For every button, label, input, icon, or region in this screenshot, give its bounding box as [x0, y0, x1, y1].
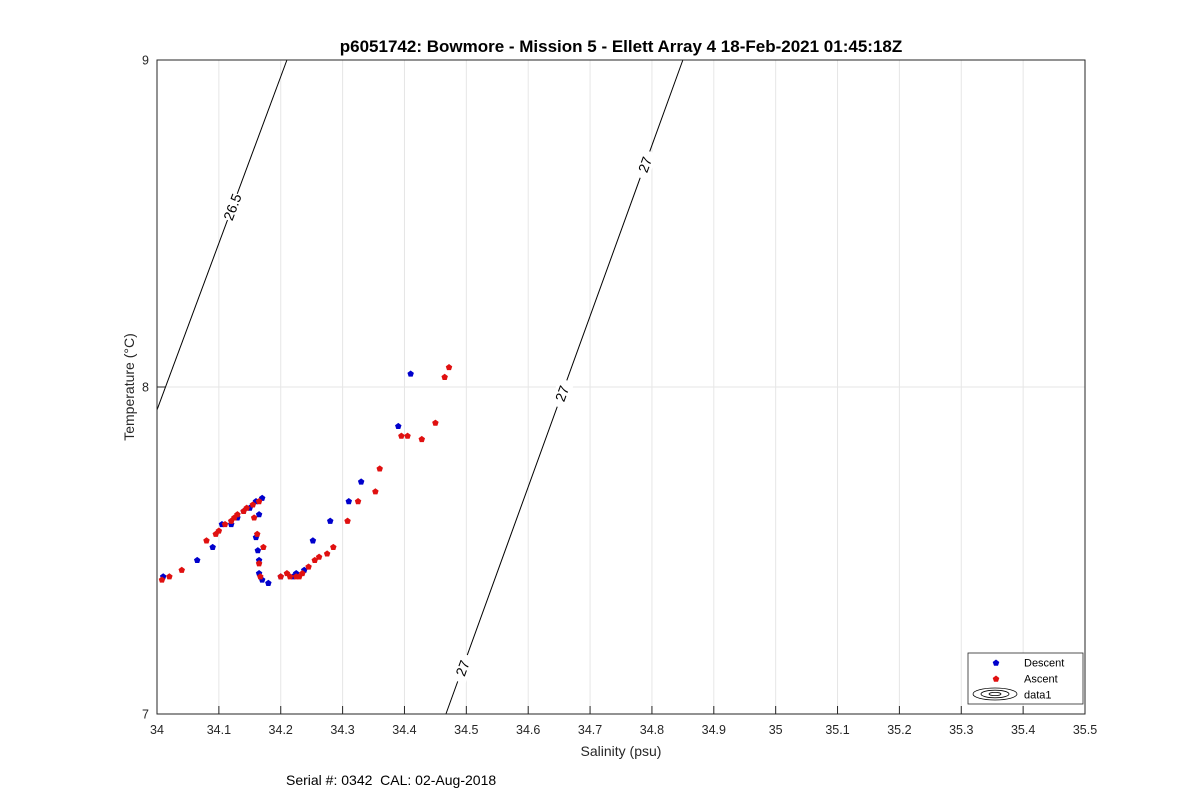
ascent-point [178, 566, 185, 573]
x-tick-label: 35.2 [887, 723, 911, 737]
ascent-point [330, 543, 337, 550]
x-tick-label: 34.3 [330, 723, 354, 737]
ascent-point [299, 569, 306, 577]
ascent-point [286, 573, 294, 580]
x-axis-label: Salinity (psu) [581, 743, 662, 759]
y-tick-label: 9 [142, 54, 149, 68]
ascent-point [323, 550, 331, 557]
grid [156, 59, 1086, 715]
descent-point [345, 498, 353, 505]
descent-point [254, 547, 262, 554]
ascent-point [158, 576, 166, 583]
ascent-point [418, 435, 426, 443]
y-tick-label: 8 [142, 381, 149, 395]
legend-ascent-marker [992, 675, 1000, 682]
ascent-point [441, 373, 448, 380]
contour-label: 27 [552, 383, 572, 403]
ascent-point [249, 501, 257, 508]
ascent-point [260, 543, 267, 550]
y-tick-label: 7 [142, 708, 149, 722]
contour-label-bg [219, 191, 245, 223]
ascent-point [398, 432, 405, 439]
x-tick-label: 35.5 [1073, 723, 1097, 737]
x-tick-label: 34 [150, 723, 164, 737]
x-tick-label: 34.9 [702, 723, 726, 737]
ascent-point [234, 511, 241, 518]
descent-point [326, 517, 334, 524]
axis-ticks: 34 34.1 34.2 34.3 34.4 34.5 34.6 34.7 34.8 34.9 35… [142, 54, 1097, 738]
legend-contour-icon [972, 687, 1018, 701]
x-tick-label: 35.3 [949, 723, 973, 737]
contour-label: 27 [452, 658, 472, 678]
x-tick-label: 34.8 [640, 723, 664, 737]
legend-descent-label: Descent [1024, 658, 1064, 670]
isopycnal-contours: 26.5 27 27 27 [156, 59, 684, 715]
ascent-point [277, 573, 284, 580]
contour-label-bg [450, 652, 475, 685]
ascent-point [255, 498, 263, 505]
ascent-point [372, 488, 379, 495]
contour-label-bg [549, 377, 575, 410]
legend-box [967, 652, 1084, 705]
x-tick-label: 34.2 [269, 723, 293, 737]
ascent-point [404, 432, 411, 439]
ascent-point [344, 517, 351, 524]
contour-label: 27 [635, 154, 655, 174]
isopycnal-line [156, 59, 288, 411]
y-axis-label: Temperature (°C) [121, 333, 137, 441]
descent-point [395, 422, 402, 429]
x-tick-label: 35 [769, 723, 783, 737]
x-tick-label: 34.1 [207, 723, 231, 737]
ascent-point [445, 363, 453, 371]
x-tick-label: 34.6 [516, 723, 540, 737]
ascent-point [215, 527, 223, 534]
x-tick-label: 34.7 [578, 723, 602, 737]
x-tick-label: 35.1 [825, 723, 849, 737]
legend: Descent Ascent data1 [967, 652, 1084, 705]
descent-point [265, 579, 272, 586]
ascent-point [166, 573, 173, 580]
descent-point [193, 556, 201, 564]
legend-descent-marker [992, 659, 1000, 666]
ascent-point [354, 498, 362, 505]
ascent-point [243, 504, 250, 511]
ascent-point [311, 556, 318, 564]
descent-point [255, 511, 263, 518]
ascent-point [253, 530, 261, 537]
ascent-point [255, 560, 263, 567]
legend-ascent-label: Ascent [1024, 674, 1058, 686]
contour-label-bg [632, 148, 658, 181]
x-tick-label: 35.4 [1011, 723, 1035, 737]
serial-calibration-note: Serial #: 0342 CAL: 02-Aug-2018 [286, 772, 497, 788]
x-tick-label: 34.4 [392, 723, 416, 737]
descent-point [209, 543, 216, 550]
chart-title: p6051742: Bowmore - Mission 5 - Ellett A… [340, 37, 903, 56]
legend-data1-label: data1 [1024, 690, 1052, 702]
ascent-point [315, 553, 323, 560]
ascent-point [203, 537, 210, 544]
contour-label: 26.5 [220, 191, 245, 222]
descent-point [407, 370, 414, 377]
data-points [158, 363, 453, 586]
descent-point [309, 537, 317, 544]
ascent-point [305, 563, 312, 570]
x-tick-label: 34.5 [454, 723, 478, 737]
ascent-point [376, 465, 383, 472]
ascent-point [250, 514, 258, 521]
ascent-point [432, 419, 439, 426]
descent-point [357, 478, 365, 485]
ascent-point [257, 573, 264, 580]
ascent-point [221, 520, 229, 528]
